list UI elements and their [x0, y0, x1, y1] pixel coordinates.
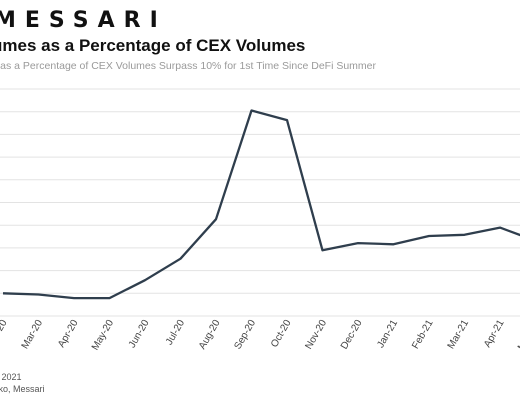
messari-logo: MESSARI [0, 8, 167, 33]
x-tick-label: Apr-20 [56, 318, 81, 350]
x-tick-label: Feb-20 [0, 318, 10, 351]
chart-subtitle: s as a Percentage of CEX Volumes Surpass… [0, 60, 376, 72]
gridlines [0, 88, 520, 317]
x-tick-label: May-20 [90, 318, 116, 353]
footer-source: cko, Messari [0, 384, 45, 394]
x-tick-label: Dec-20 [339, 318, 365, 352]
x-tick-label: Jun-20 [127, 318, 152, 350]
series-line [2, 109, 520, 300]
x-tick-label: Oct-20 [269, 318, 294, 350]
footer-date: 5 2021 [0, 372, 22, 382]
chart-title: umes as a Percentage of CEX Volumes [0, 36, 306, 55]
x-tick-label: Sep-20 [232, 318, 258, 352]
x-tick-labels: Feb-20 Mar-20 Apr-20 May-20 Jun-20 Jul-20 Aug-… [0, 318, 520, 353]
x-tick-label: May-21 [516, 318, 520, 353]
x-tick-label: Mar-20 [20, 318, 46, 351]
x-tick-label: Feb-21 [410, 318, 436, 351]
x-tick-label: Jul-20 [164, 318, 187, 347]
x-tick-label: Nov-20 [303, 318, 329, 352]
x-tick-label: Mar-21 [446, 318, 472, 351]
x-tick-label: Aug-20 [197, 318, 223, 352]
x-tick-label: Jan-21 [375, 318, 400, 350]
x-tick-label: Apr-21 [482, 318, 507, 350]
